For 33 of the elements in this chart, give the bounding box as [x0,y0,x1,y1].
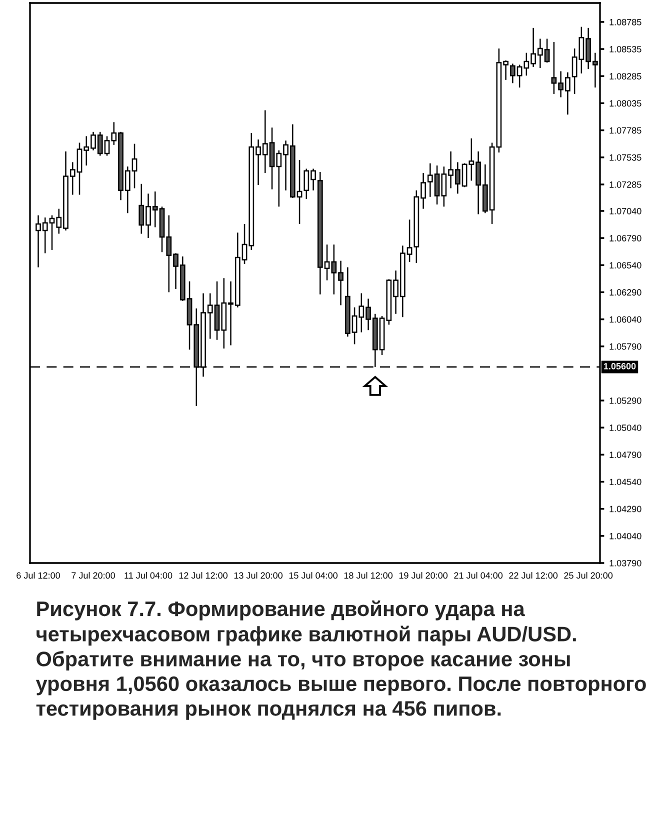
x-tick-label: 6 Jul 12:00 [16,572,60,579]
ref-line-label: 1.05600 [604,362,636,370]
y-tick-label: 1.08535 [610,46,642,52]
y-tick-label: 1.07285 [610,181,642,188]
y-tick-label: 1.07535 [610,154,642,161]
y-tick-label: 1.08785 [610,18,642,26]
x-tick-label: 12 Jul 12:00 [179,572,228,579]
y-tick-label: 1.04540 [610,478,642,486]
y-tick-label: 1.06540 [610,262,642,268]
x-tick-label: 7 Jul 20:00 [72,572,115,579]
y-tick-label: 1.04040 [610,532,642,540]
x-tick-label: 21 Jul 04:00 [454,572,503,579]
y-tick-label: 1.06790 [610,235,642,242]
y-tick-label: 1.06040 [610,316,642,323]
y-tick-label: 1.05790 [610,343,642,350]
y-tick-label: 1.08035 [610,100,642,107]
y-tick-label: 1.04790 [610,452,642,458]
text: Рисунок 7.7. Формирование двойного удара на четырехчасовом графике валютной пары AUD/USD. Обратите внимание на то, что второе касание зоны уровня 1,0560 оказалось выше первого. После повторного тестирования рынок поднялся на 456 пипов. [36,600,646,720]
x-tick-label: 19 Jul 20:00 [399,572,448,579]
y-tick-label: 1.08285 [610,73,642,80]
x-tick-label: 22 Jul 12:00 [509,572,558,579]
y-tick-label: 1.07785 [610,127,642,134]
y-tick-label: 1.04290 [610,506,642,512]
x-tick-label: 25 Jul 20:00 [564,572,613,579]
x-tick-label: 15 Jul 04:00 [289,572,338,579]
y-tick-label: 1.07040 [610,208,642,214]
y-tick-label: 1.05040 [610,424,642,431]
x-tick-label: 18 Jul 12:00 [344,572,393,579]
y-tick-label: 1.03790 [610,560,642,566]
y-tick-label: 1.06290 [610,289,642,296]
y-tick-label: 1.05290 [610,397,642,404]
x-tick-label: 13 Jul 20:00 [234,572,283,579]
x-tick-label: 11 Jul 04:00 [124,572,172,579]
